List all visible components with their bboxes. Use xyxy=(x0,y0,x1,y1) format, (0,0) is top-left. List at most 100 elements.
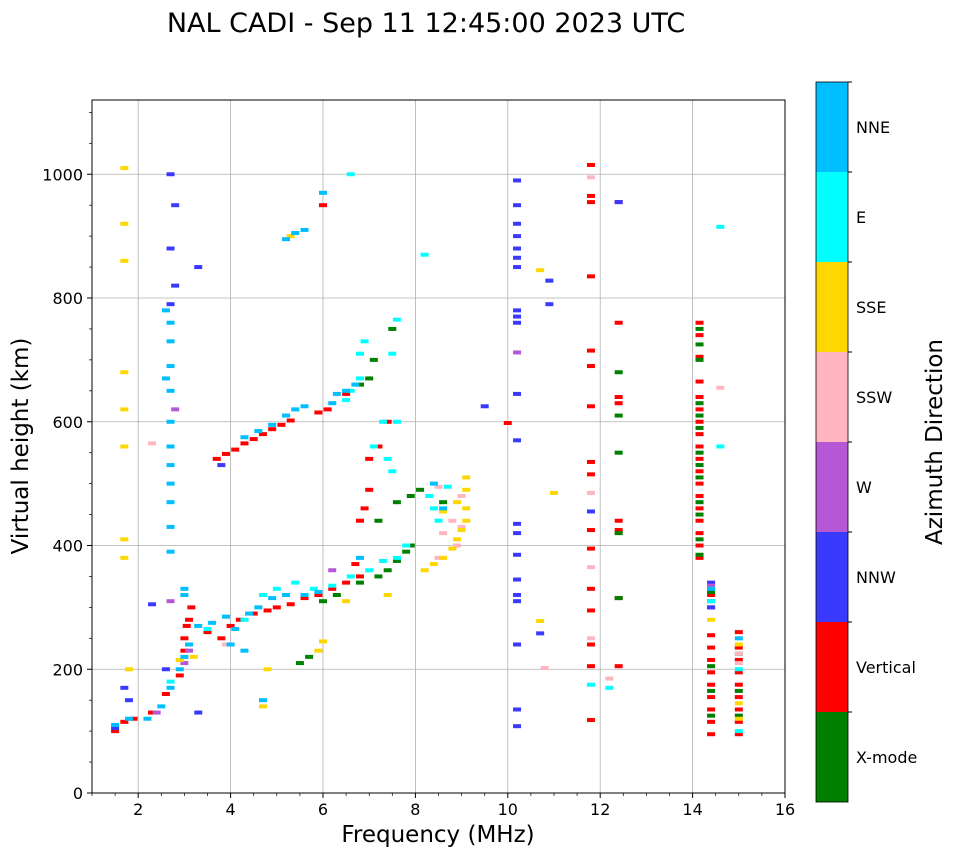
data-point xyxy=(194,265,203,270)
data-point xyxy=(513,438,522,443)
data-point xyxy=(402,543,411,548)
data-point xyxy=(695,456,704,461)
data-point xyxy=(707,664,716,669)
data-point xyxy=(286,234,295,239)
data-point xyxy=(734,732,743,737)
series-w xyxy=(152,350,716,715)
data-point xyxy=(416,487,425,492)
data-point xyxy=(152,710,161,715)
data-point xyxy=(355,555,364,560)
data-point xyxy=(695,419,704,424)
data-point xyxy=(346,574,355,579)
data-point xyxy=(235,617,244,622)
data-point xyxy=(695,333,704,338)
data-point xyxy=(605,685,614,690)
data-point xyxy=(513,320,522,325)
data-point xyxy=(171,203,180,208)
data-point xyxy=(171,283,180,288)
data-point xyxy=(166,172,175,177)
colorbar-tick-label: SSE xyxy=(856,298,886,317)
data-point xyxy=(420,252,429,257)
data-point xyxy=(614,528,623,533)
data-point xyxy=(605,676,614,681)
data-point xyxy=(586,682,595,687)
data-point xyxy=(111,729,120,734)
data-point xyxy=(166,419,175,424)
data-point xyxy=(695,413,704,418)
data-point xyxy=(166,685,175,690)
data-point xyxy=(221,614,230,619)
data-point xyxy=(351,382,360,387)
data-point xyxy=(462,518,471,523)
data-point xyxy=(305,654,314,659)
data-point xyxy=(695,444,704,449)
data-point xyxy=(379,558,388,563)
data-point xyxy=(231,627,240,632)
data-point xyxy=(111,722,120,727)
data-point xyxy=(513,308,522,313)
data-point xyxy=(254,429,263,434)
data-point xyxy=(707,670,716,675)
data-point xyxy=(212,456,221,461)
data-point xyxy=(346,172,355,177)
data-point xyxy=(365,487,374,492)
data-point xyxy=(120,258,129,263)
data-point xyxy=(231,447,240,452)
data-point xyxy=(166,302,175,307)
data-point xyxy=(383,419,392,424)
x-tick-label: 14 xyxy=(682,800,702,819)
colorbar-swatch xyxy=(816,442,848,532)
data-point xyxy=(124,698,133,703)
data-point xyxy=(707,688,716,693)
data-point xyxy=(513,593,522,597)
y-tick-label: 200 xyxy=(52,660,83,679)
data-point xyxy=(707,599,716,604)
data-point xyxy=(434,518,443,523)
data-point xyxy=(226,623,235,628)
data-point xyxy=(258,698,267,703)
data-point xyxy=(249,437,258,442)
data-point xyxy=(614,320,623,325)
data-point xyxy=(148,441,157,446)
data-point xyxy=(513,265,522,270)
data-point xyxy=(388,326,397,331)
data-point xyxy=(545,302,554,307)
data-point xyxy=(513,391,522,396)
data-point xyxy=(586,364,595,369)
data-point xyxy=(323,407,332,412)
data-point xyxy=(513,234,522,239)
data-point xyxy=(120,719,129,724)
data-point xyxy=(513,707,522,712)
x-tick-label: 6 xyxy=(318,800,328,819)
x-axis-label: Frequency (MHz) xyxy=(341,822,534,848)
data-point xyxy=(272,586,281,591)
data-point xyxy=(355,376,364,381)
data-point xyxy=(513,255,522,260)
data-point xyxy=(695,432,704,437)
data-point xyxy=(161,308,170,313)
data-point xyxy=(614,450,623,455)
chart-title: NAL CADI - Sep 11 12:45:00 2023 UTC xyxy=(167,8,685,39)
data-point xyxy=(586,200,595,205)
data-point xyxy=(695,357,704,362)
data-point xyxy=(734,682,743,687)
data-point xyxy=(536,618,545,623)
data-point xyxy=(314,593,323,597)
data-point xyxy=(707,657,716,662)
data-point xyxy=(342,388,351,393)
data-point xyxy=(695,555,704,560)
data-point xyxy=(513,203,522,208)
data-point xyxy=(586,664,595,669)
data-point xyxy=(586,642,595,647)
data-point xyxy=(614,596,623,601)
colorbar-swatch xyxy=(816,712,848,802)
data-point xyxy=(586,586,595,591)
data-point xyxy=(120,444,129,449)
x-axis-ticks: 2 4 6 8 10 12 14 16 xyxy=(91,793,795,819)
data-point xyxy=(185,648,194,653)
data-point xyxy=(707,580,716,585)
data-point xyxy=(513,521,522,526)
data-point xyxy=(695,481,704,486)
data-point xyxy=(429,481,438,486)
